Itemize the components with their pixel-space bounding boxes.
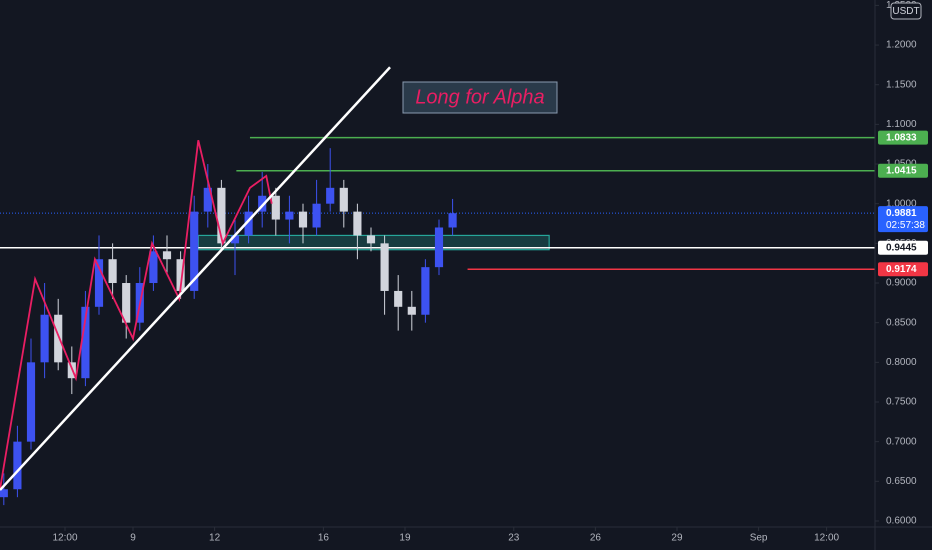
candle-body xyxy=(244,211,253,236)
x-tick-label: 16 xyxy=(318,533,330,544)
price-label-bg xyxy=(878,130,928,145)
candle-body xyxy=(298,211,308,228)
y-tick-label: 1.2000 xyxy=(886,40,917,51)
x-tick-label: 19 xyxy=(399,533,411,544)
candle-body xyxy=(190,211,199,291)
zigzag xyxy=(0,140,273,490)
candle-body xyxy=(122,283,131,323)
candle-body xyxy=(13,441,22,490)
candle-body xyxy=(176,259,185,291)
candle-body xyxy=(312,203,321,228)
candle-body xyxy=(217,187,226,244)
currency-badge xyxy=(890,2,922,20)
price-label-bg xyxy=(878,163,928,178)
price-label-bg xyxy=(878,206,928,233)
candle-body xyxy=(0,489,8,498)
candle-body xyxy=(366,235,376,244)
candle-body xyxy=(26,362,36,442)
candle-body xyxy=(434,227,444,268)
price-label: 0.9445 xyxy=(886,242,917,253)
candle-body xyxy=(149,251,158,284)
price-label: 1.0415 xyxy=(886,165,917,176)
candle-body xyxy=(407,306,416,315)
annotation-box xyxy=(402,81,558,114)
y-tick-label: 0.6500 xyxy=(886,476,917,487)
candle-body xyxy=(54,314,63,363)
candle-body xyxy=(353,211,362,236)
price-label-bg xyxy=(878,240,928,255)
x-tick-label: 12:00 xyxy=(52,533,77,544)
price-label: 0.9881 xyxy=(886,208,917,219)
candle-body xyxy=(258,195,267,212)
candle-body xyxy=(421,267,430,315)
candle-body xyxy=(108,259,117,284)
candle-body xyxy=(394,290,403,307)
trend-line xyxy=(0,66,391,491)
y-tick-label: 1.1000 xyxy=(886,119,917,130)
x-tick-label: 12:00 xyxy=(814,533,839,544)
price-label-bg xyxy=(878,262,928,277)
y-tick-label: 1.1500 xyxy=(886,79,917,90)
candle-body xyxy=(162,251,172,260)
x-tick-label: Sep xyxy=(750,533,768,544)
y-tick-label: 0.7500 xyxy=(886,397,917,408)
price-label: 1.0833 xyxy=(886,132,917,143)
countdown: 02:57:38 xyxy=(886,220,925,231)
annotation: Long for Alpha xyxy=(415,86,544,108)
candle-body xyxy=(326,187,335,204)
candle-body xyxy=(380,243,389,291)
currency: USDT xyxy=(892,6,919,17)
price-label: 0.9174 xyxy=(886,264,917,275)
candle-body xyxy=(40,314,49,363)
y-tick-label: 0.9000 xyxy=(886,278,917,289)
candle-body xyxy=(203,187,212,212)
candle-body xyxy=(339,187,348,212)
x-tick-label: 23 xyxy=(508,533,520,544)
candle-body xyxy=(230,235,240,244)
x-tick-label: 26 xyxy=(590,533,602,544)
candle-body xyxy=(81,306,90,379)
x-tick-label: 9 xyxy=(130,533,136,544)
y-tick-label: 0.7000 xyxy=(886,436,917,447)
candle-body xyxy=(448,213,457,228)
candle-body xyxy=(285,211,294,220)
y-tick-label: 1.0000 xyxy=(886,198,917,209)
y-tick-label: 0.8500 xyxy=(886,317,917,328)
candle-body xyxy=(271,195,280,220)
x-tick-label: 29 xyxy=(671,533,683,544)
y-tick-label: 0.6000 xyxy=(886,516,917,527)
candle-body xyxy=(94,259,104,307)
x-tick-label: 12 xyxy=(209,533,221,544)
y-tick-label: 0.8000 xyxy=(886,357,917,368)
